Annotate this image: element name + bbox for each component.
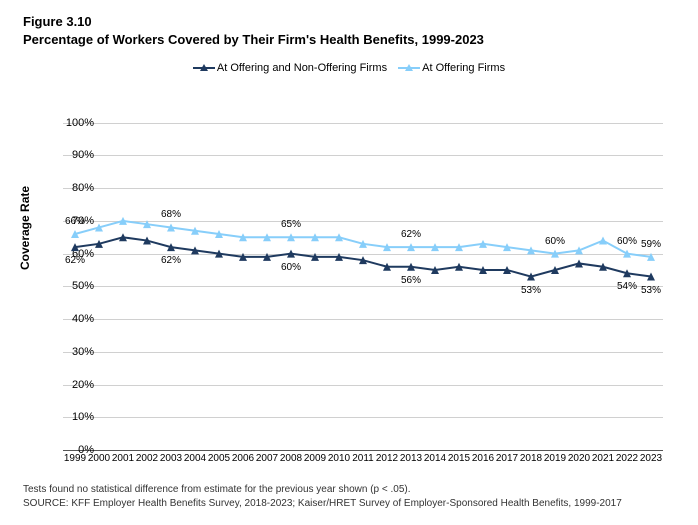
data-point-label: 59% — [641, 239, 661, 250]
data-point-label: 53% — [521, 285, 541, 296]
x-tick-label: 2015 — [448, 453, 470, 464]
x-tick-label: 2003 — [160, 453, 182, 464]
legend-label: At Offering and Non-Offering Firms — [217, 62, 387, 74]
x-tick-label: 2007 — [256, 453, 278, 464]
x-tick-label: 2005 — [208, 453, 230, 464]
data-point-label: 62% — [401, 229, 421, 240]
legend-item-offering-firms: At Offering Firms — [398, 62, 505, 74]
data-point-label: 62% — [161, 255, 181, 266]
data-point-label: 60% — [545, 236, 565, 247]
legend: At Offering and Non-Offering Firms At Of… — [0, 60, 698, 74]
legend-item-all-firms: At Offering and Non-Offering Firms — [193, 62, 387, 74]
x-tick-label: 2010 — [328, 453, 350, 464]
line-chart — [63, 90, 663, 450]
x-tick-label: 2001 — [112, 453, 134, 464]
x-tick-label: 2000 — [88, 453, 110, 464]
x-tick-label: 2009 — [304, 453, 326, 464]
data-point-label: 54% — [617, 281, 637, 292]
gridline — [63, 450, 663, 451]
x-tick-label: 2022 — [616, 453, 638, 464]
data-point-label: 62% — [65, 255, 85, 266]
series-marker — [599, 237, 607, 245]
footnote-source: SOURCE: KFF Employer Health Benefits Sur… — [23, 498, 622, 509]
footnote-stat: Tests found no statistical difference fr… — [23, 484, 411, 495]
x-tick-label: 1999 — [64, 453, 86, 464]
y-axis-label: Coverage Rate — [18, 186, 32, 270]
x-tick-label: 2013 — [400, 453, 422, 464]
figure-title: Percentage of Workers Covered by Their F… — [23, 32, 484, 47]
x-tick-label: 2006 — [232, 453, 254, 464]
legend-label: At Offering Firms — [422, 62, 505, 74]
x-tick-label: 2018 — [520, 453, 542, 464]
x-tick-label: 2020 — [568, 453, 590, 464]
legend-swatch — [398, 67, 420, 69]
x-tick-label: 2002 — [136, 453, 158, 464]
x-tick-label: 2014 — [424, 453, 446, 464]
figure-container: Figure 3.10 Percentage of Workers Covere… — [0, 0, 698, 525]
x-tick-label: 2012 — [376, 453, 398, 464]
data-point-label: 60% — [617, 236, 637, 247]
x-tick-label: 2019 — [544, 453, 566, 464]
data-point-label: 53% — [641, 285, 661, 296]
data-point-label: 56% — [401, 275, 421, 286]
data-point-label: 60% — [281, 262, 301, 273]
data-point-label: 66% — [65, 216, 85, 227]
data-point-label: 65% — [281, 219, 301, 230]
x-tick-label: 2004 — [184, 453, 206, 464]
x-tick-label: 2011 — [352, 453, 374, 464]
data-point-label: 68% — [161, 209, 181, 220]
x-tick-label: 2016 — [472, 453, 494, 464]
figure-number: Figure 3.10 — [23, 14, 92, 29]
x-tick-label: 2008 — [280, 453, 302, 464]
x-tick-label: 2017 — [496, 453, 518, 464]
x-tick-label: 2023 — [640, 453, 662, 464]
legend-swatch — [193, 67, 215, 69]
x-tick-label: 2021 — [592, 453, 614, 464]
